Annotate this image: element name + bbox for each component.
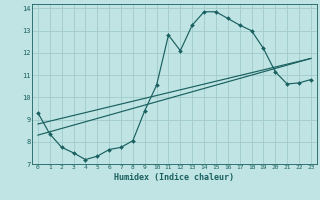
X-axis label: Humidex (Indice chaleur): Humidex (Indice chaleur) <box>115 173 234 182</box>
